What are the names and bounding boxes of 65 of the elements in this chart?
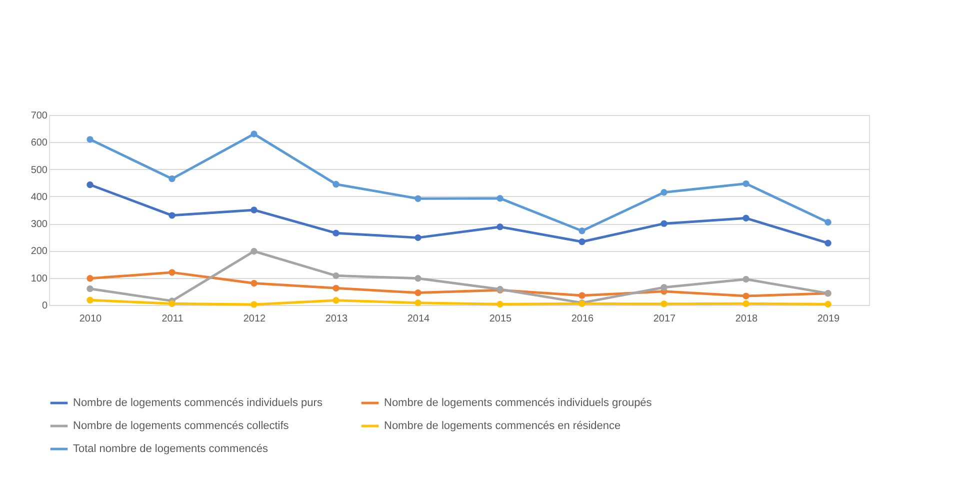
point xyxy=(86,136,94,143)
y-tick-label: 500 xyxy=(30,164,48,176)
x-tick-label: 2016 xyxy=(571,314,594,324)
point xyxy=(578,228,586,234)
point xyxy=(332,284,340,292)
point xyxy=(250,248,258,255)
point xyxy=(332,180,340,188)
point xyxy=(660,284,668,291)
y-tick-label: 700 xyxy=(30,110,48,122)
point xyxy=(86,285,94,292)
y-tick-label: 600 xyxy=(30,138,48,149)
legend-label: Nombre de logements commencés collectifs xyxy=(73,420,290,432)
point xyxy=(742,300,750,307)
point xyxy=(660,300,668,308)
point xyxy=(168,269,176,276)
point xyxy=(660,189,668,196)
point xyxy=(578,292,586,299)
point xyxy=(86,296,94,304)
point xyxy=(250,130,258,138)
point xyxy=(414,289,422,296)
y-tick-label: 100 xyxy=(30,273,48,284)
point xyxy=(168,212,176,219)
point xyxy=(86,181,94,188)
point xyxy=(250,301,258,308)
y-tick-label: 200 xyxy=(30,246,48,258)
point xyxy=(332,230,340,236)
point xyxy=(496,223,504,230)
point xyxy=(86,275,94,282)
point xyxy=(332,297,340,304)
point xyxy=(250,206,258,214)
point xyxy=(496,194,504,202)
point xyxy=(742,180,750,188)
x-tick-label: 2010 xyxy=(79,314,102,324)
point xyxy=(168,175,176,182)
point xyxy=(742,276,750,283)
point xyxy=(414,299,422,306)
point xyxy=(660,220,668,227)
point xyxy=(824,300,832,308)
x-tick-label: 2012 xyxy=(243,314,266,324)
point xyxy=(250,280,258,287)
point xyxy=(578,238,586,246)
point xyxy=(496,300,504,308)
point xyxy=(824,218,832,226)
point xyxy=(414,234,422,242)
legend-label: Nombre de logements commencés individuels groupés xyxy=(384,397,652,409)
y-tick-label: 400 xyxy=(30,192,48,203)
x-tick-label: 2014 xyxy=(407,314,430,324)
point xyxy=(414,195,422,202)
x-tick-label: 2019 xyxy=(817,314,840,324)
x-tick-label: 2017 xyxy=(653,314,676,324)
point xyxy=(168,300,176,307)
x-tick-label: 2015 xyxy=(489,314,512,324)
point xyxy=(332,272,340,280)
legend-label: Nombre de logements commencés en résidence xyxy=(384,420,621,432)
legend-label: Nombre de logements commencés individuels purs xyxy=(73,397,323,409)
x-tick-label: 2018 xyxy=(735,314,758,324)
legend-label: Total nombre de logements commencés xyxy=(73,443,269,455)
y-tick-label: 0 xyxy=(42,300,48,312)
point xyxy=(742,214,750,222)
x-tick-label: 2011 xyxy=(162,314,184,324)
x-tick-label: 2013 xyxy=(325,314,348,324)
point xyxy=(414,275,422,282)
point xyxy=(742,292,750,300)
y-tick-label: 300 xyxy=(30,219,48,230)
point xyxy=(824,240,832,246)
